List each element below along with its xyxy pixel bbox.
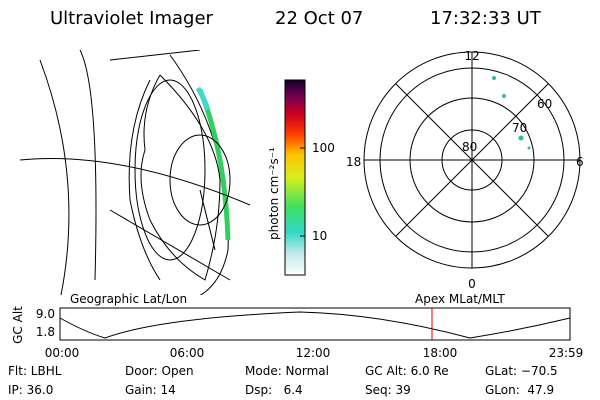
lat-label: 60 xyxy=(537,97,552,111)
colorbar-label: photon cm⁻²s⁻¹ xyxy=(267,147,281,240)
info-field: GC Alt: 6.0 Re xyxy=(365,364,449,378)
orbit-left-title: Geographic Lat/Lon xyxy=(70,292,187,306)
x-tick-label: 06:00 xyxy=(170,346,205,360)
time: 17:32:33 UT xyxy=(430,8,542,29)
globe-image xyxy=(20,50,251,295)
polar-grid xyxy=(363,51,581,269)
info-field: IP: 36.0 xyxy=(8,383,53,397)
info-field: Mode: Normal xyxy=(245,364,329,378)
info-field: Seq: 39 xyxy=(365,383,411,397)
info-field: GLon: 47.9 xyxy=(485,383,554,397)
title: Ultraviolet Imager xyxy=(50,8,214,29)
info-field: Door: Open xyxy=(125,364,194,378)
info-field: Dsp: 6.4 xyxy=(245,383,303,397)
x-tick-label: 18:00 xyxy=(423,346,458,360)
orbit-right-title: Apex MLat/MLT xyxy=(415,292,505,306)
orbit-plot-frame xyxy=(59,307,571,341)
colorbar-tick-label: 100 xyxy=(312,141,335,155)
lat-label: 70 xyxy=(512,121,527,135)
colorbar-tick-label: 10 xyxy=(312,229,327,243)
info-field: GLat: −70.5 xyxy=(485,364,558,378)
altitude-curve xyxy=(59,311,571,339)
mlt-label: 0 xyxy=(468,277,476,291)
mlt-label: 6 xyxy=(576,155,584,169)
y-tick-label: 1.8 xyxy=(36,325,55,339)
mlt-label: 18 xyxy=(346,155,361,169)
y-axis-label: GC Alt xyxy=(11,306,25,344)
lat-label: 80 xyxy=(462,140,477,154)
mlt-label: 12 xyxy=(464,49,479,63)
y-tick-label: 9.0 xyxy=(36,307,55,321)
date: 22 Oct 07 xyxy=(275,8,363,29)
info-field: Gain: 14 xyxy=(125,383,176,397)
colorbar xyxy=(284,79,306,276)
x-tick-label: 00:00 xyxy=(45,346,80,360)
x-tick-label: 23:59 xyxy=(549,346,584,360)
x-tick-label: 12:00 xyxy=(296,346,331,360)
info-panel: Flt: LBHL IP: 36.0 Door: Open Gain: 14 Mode:… xyxy=(8,364,558,397)
info-field: Flt: LBHL xyxy=(8,364,62,378)
